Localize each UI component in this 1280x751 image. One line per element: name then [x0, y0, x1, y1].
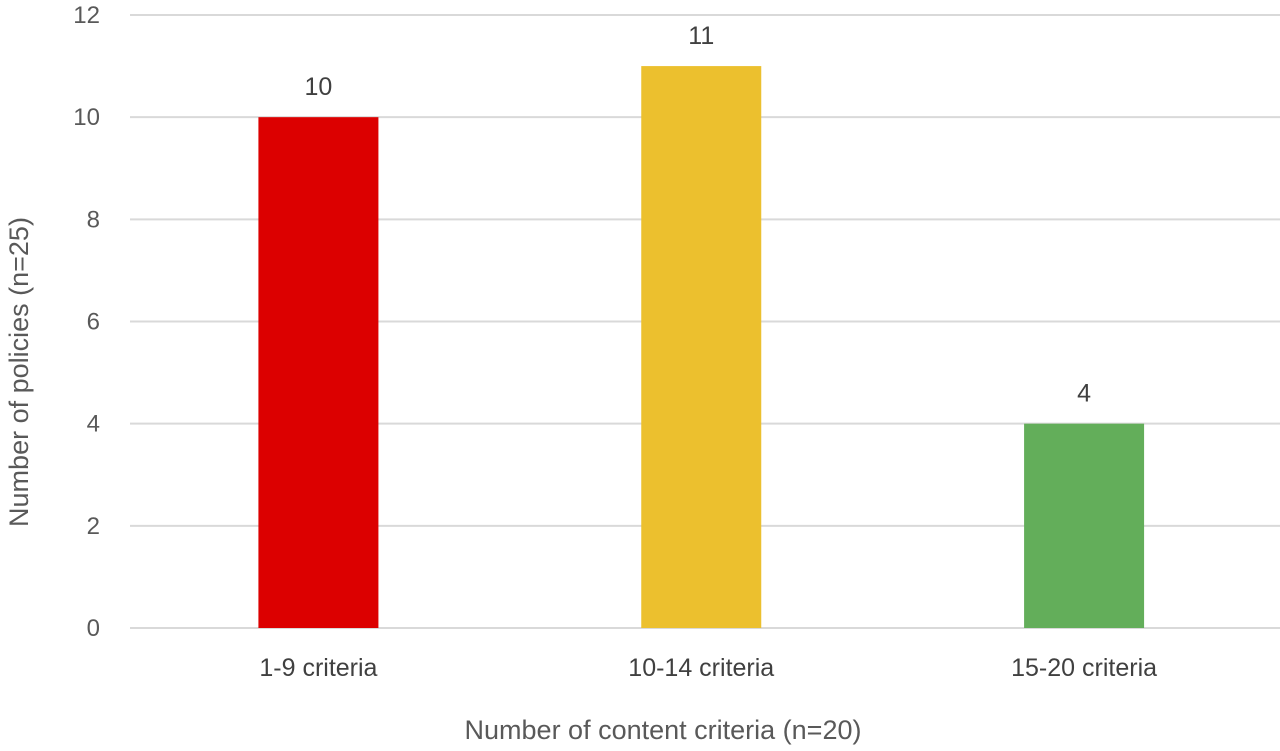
category-label: 10-14 criteria	[628, 654, 774, 682]
bar-3	[1024, 423, 1145, 628]
data-label: 11	[688, 22, 714, 50]
y-axis-ticks: 0 2 4 6 8 10 12	[73, 2, 100, 642]
y-tick-label: 6	[87, 309, 100, 336]
category-label: 1-9 criteria	[259, 654, 377, 682]
x-axis-categories: 1-9 criteria 10-14 criteria 15-20 criteria	[259, 654, 1157, 682]
bar-1	[258, 117, 379, 629]
bars	[258, 66, 1145, 629]
data-label: 10	[305, 73, 333, 101]
y-tick-label: 8	[87, 206, 100, 233]
x-axis-title: Number of content criteria (n=20)	[465, 715, 862, 745]
category-label: 15-20 criteria	[1011, 654, 1157, 682]
y-tick-label: 2	[87, 513, 100, 540]
y-tick-label: 12	[73, 2, 100, 29]
data-label: 4	[1077, 380, 1091, 408]
y-tick-label: 10	[73, 104, 100, 131]
y-tick-label: 0	[87, 615, 100, 642]
data-labels: 10 11 4	[305, 22, 1092, 408]
bar-2	[641, 66, 762, 629]
y-tick-label: 4	[87, 411, 100, 438]
y-axis-title: Number of policies (n=25)	[4, 217, 34, 527]
